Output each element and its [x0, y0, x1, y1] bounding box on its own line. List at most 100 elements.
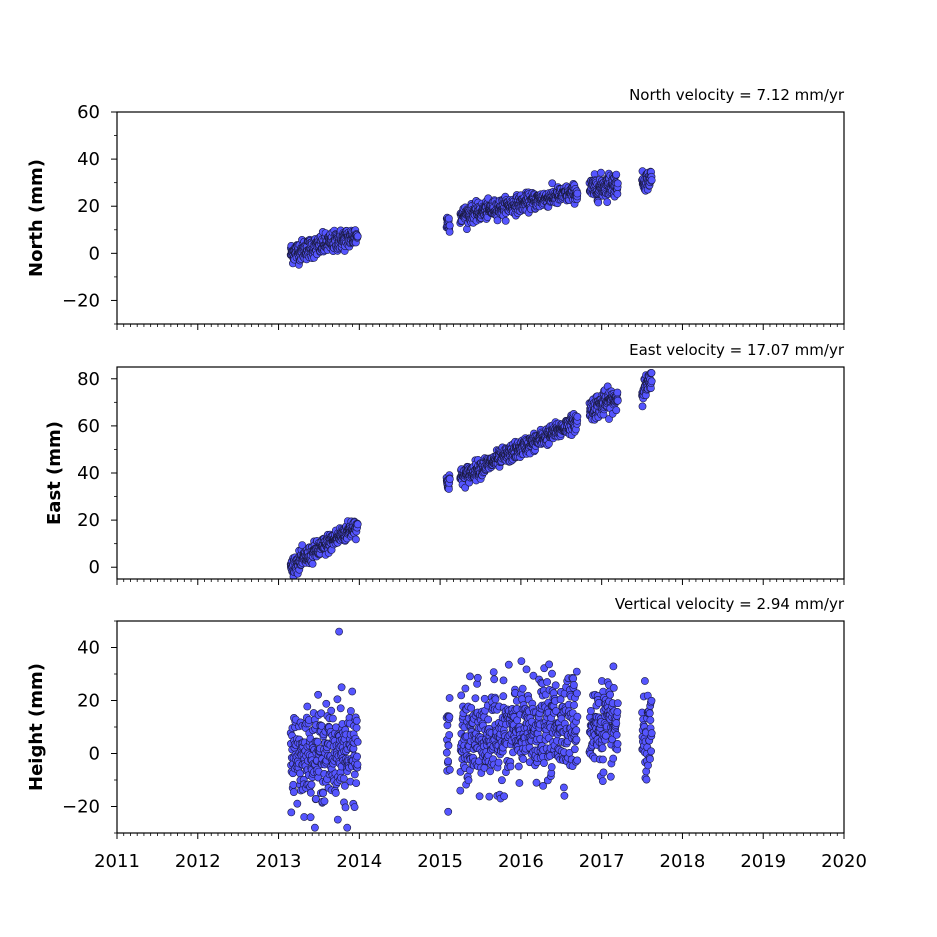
north-point: [613, 189, 622, 198]
height-point: [310, 823, 319, 832]
east-point: [613, 388, 622, 397]
height-point: [475, 792, 484, 801]
height-point: [461, 684, 470, 693]
height-xtick-label: 2012: [175, 851, 221, 872]
height-point: [339, 774, 348, 783]
height-point: [598, 777, 607, 785]
east-point: [638, 402, 647, 411]
height-point: [613, 699, 622, 708]
height-point: [350, 770, 359, 779]
height-point: [560, 791, 569, 800]
height-point: [333, 815, 342, 824]
height-xtick-label: 2014: [336, 851, 382, 872]
height-point: [442, 748, 451, 757]
height-point: [480, 694, 489, 703]
height-point: [573, 689, 581, 698]
height-point: [445, 713, 454, 721]
height-point: [599, 755, 607, 764]
height-ylabel: Height (mm): [26, 663, 47, 791]
north-point: [594, 198, 603, 207]
north-point: [548, 179, 557, 188]
height-point: [560, 783, 568, 792]
north-point: [597, 168, 605, 177]
height-point: [464, 776, 473, 785]
height-point: [306, 788, 315, 797]
height-point: [606, 772, 615, 781]
east-axes-frame: [116, 366, 845, 580]
height-point: [646, 755, 654, 763]
height-point: [319, 789, 328, 797]
north-point: [493, 216, 502, 225]
east-ytick-label: 40: [77, 463, 100, 484]
height-point: [289, 780, 298, 789]
height-point: [506, 762, 515, 771]
height-point: [466, 672, 474, 681]
height-point: [322, 699, 331, 708]
north-xticks: [116, 324, 845, 330]
north-title: North velocity = 7.12 mm/yr: [629, 86, 845, 104]
height-point: [485, 792, 494, 801]
east-points: [286, 368, 656, 579]
east-point: [647, 368, 656, 377]
height-point: [599, 768, 608, 777]
height-point: [551, 681, 560, 690]
height-point: [612, 731, 621, 739]
height-point: [352, 716, 361, 725]
height-point: [612, 719, 621, 727]
height-point: [444, 807, 453, 816]
height-xtick-label: 2020: [821, 851, 867, 872]
north-ytick-label: 40: [77, 149, 100, 170]
east-point: [351, 535, 360, 544]
height-point: [287, 808, 296, 817]
north-point: [612, 170, 621, 179]
height-point: [353, 752, 361, 761]
height-point: [457, 691, 466, 700]
height-point: [641, 677, 649, 685]
height-point: [572, 735, 581, 744]
east-ytick-label: 60: [77, 416, 100, 437]
height-point: [543, 678, 551, 686]
east-point: [308, 560, 317, 568]
height-point: [547, 763, 556, 771]
height-point: [445, 765, 454, 774]
height-point: [499, 676, 508, 685]
height-title: Vertical velocity = 2.94 mm/yr: [615, 595, 845, 613]
height-point: [532, 778, 541, 787]
height-point: [352, 779, 361, 787]
height-point: [515, 779, 524, 787]
height-point: [293, 799, 302, 808]
height-point: [333, 695, 342, 704]
north-points: [286, 167, 656, 269]
height-point: [569, 674, 578, 683]
east-point: [298, 541, 307, 549]
height-point: [573, 712, 582, 721]
height-point: [490, 675, 499, 684]
height-point: [514, 762, 523, 771]
north-point: [445, 221, 454, 230]
east-point: [613, 396, 622, 405]
height-point: [444, 741, 453, 750]
height-point: [572, 726, 581, 735]
height-point: [343, 823, 352, 832]
height-point: [642, 775, 651, 784]
east-ytick-label: 0: [89, 557, 100, 578]
height-point: [489, 668, 498, 676]
height-point: [456, 786, 465, 795]
height-point: [499, 692, 508, 701]
height-ytick-label: 40: [77, 638, 100, 659]
north-point: [603, 198, 612, 206]
height-point: [336, 704, 345, 713]
height-point: [327, 706, 336, 715]
east-point: [445, 475, 454, 483]
height-point: [353, 760, 362, 769]
height-point: [647, 747, 655, 756]
height-point: [609, 662, 618, 671]
east-point: [573, 412, 582, 421]
height-point: [307, 780, 316, 789]
height-xtick-label: 2011: [94, 851, 140, 872]
north-point: [573, 189, 582, 198]
height-point: [486, 767, 495, 776]
height-panel: Vertical velocity = 2.94 mm/yr Height (m…: [26, 595, 867, 872]
east-ytick-label: 20: [77, 510, 100, 531]
height-point: [518, 684, 527, 693]
